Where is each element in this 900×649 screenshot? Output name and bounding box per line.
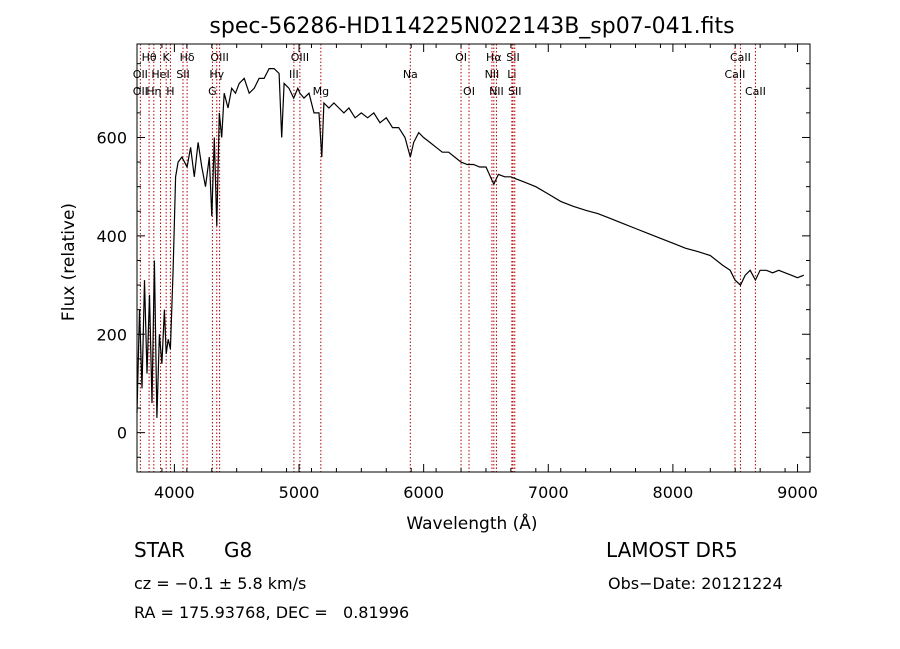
x-axis-label: Wavelength (Å) [406, 512, 537, 534]
x-tick-label-4: 8000 [653, 483, 694, 502]
survey-name: LAMOST DR5 [606, 538, 738, 562]
x-tick-label-1: 5000 [279, 483, 320, 502]
marker-label-23: SII [508, 85, 521, 98]
x-axis-ticks: 4000 5000 6000 7000 8000 9000 [136, 44, 818, 502]
x-tick-label-0: 4000 [154, 483, 195, 502]
marker-label-12: OIII [291, 51, 309, 64]
marker-label-20: NII [485, 68, 500, 81]
marker-label-25: CaII [725, 68, 746, 81]
marker-label-19: SII [506, 51, 519, 64]
marker-label-8: H [166, 85, 174, 98]
y-tick-label-2: 400 [96, 227, 127, 246]
chart-title: spec-56286-HD114225N022143B_sp07-041.fit… [209, 14, 734, 39]
marker-label-7: Hη [146, 85, 161, 98]
marker-label-9: OIII [210, 51, 228, 64]
marker-label-13: III [289, 68, 299, 81]
marker-label-11: G [208, 85, 217, 98]
x-tick-label-3: 7000 [528, 483, 569, 502]
ra-dec-coordinates: RA = 175.93768, DEC = 0.81996 [134, 603, 410, 622]
marker-label-26: CaII [745, 85, 766, 98]
observation-date: Obs−Date: 20121224 [608, 574, 783, 593]
marker-label-3: OII [133, 68, 148, 81]
plot-frame [136, 43, 811, 473]
marker-label-21: Li [507, 68, 516, 81]
marker-label-2: Hδ [180, 51, 195, 64]
marker-label-24: CaII [730, 51, 751, 64]
marker-label-16: OI [455, 51, 467, 64]
marker-label-17: OI [463, 85, 475, 98]
marker-label-1: K [163, 51, 171, 64]
marker-label-4: HeI [151, 68, 169, 81]
marker-label-14: Mg [313, 85, 329, 98]
spectrum-series [136, 68, 805, 418]
y-axis-ticks: 0 200 400 600 [96, 63, 810, 458]
object-subclass: G8 [224, 538, 253, 562]
marker-label-0: Hθ [142, 51, 157, 64]
x-tick-label-2: 6000 [403, 483, 444, 502]
y-axis-label: Flux (relative) [59, 203, 79, 321]
marker-label-22: NII [489, 85, 504, 98]
spectrum-line-0 [136, 68, 805, 418]
y-tick-label-3: 600 [96, 128, 127, 147]
y-tick-label-1: 200 [96, 325, 127, 344]
marker-label-10: Hγ [209, 68, 224, 81]
marker-label-15: Na [403, 68, 418, 81]
marker-label-5: SII [176, 68, 189, 81]
x-tick-label-5: 9000 [777, 483, 818, 502]
object-class: STAR [134, 538, 185, 562]
redshift-velocity: cz = −0.1 ± 5.8 km/s [134, 574, 307, 593]
marker-label-18: Hα [486, 51, 502, 64]
y-tick-label-0: 0 [117, 424, 127, 443]
